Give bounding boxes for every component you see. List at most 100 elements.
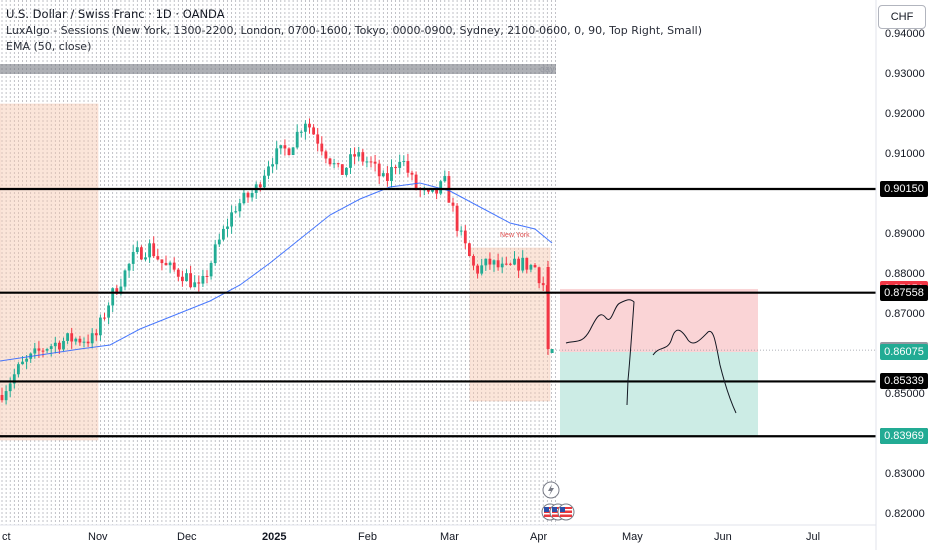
- price-tag[interactable]: 0.86075: [880, 344, 928, 360]
- price-tick-label: 0.85000: [885, 388, 925, 400]
- candle-body: [74, 338, 78, 342]
- candle-body: [299, 131, 303, 133]
- session-box: [469, 247, 551, 402]
- candle-body: [533, 264, 537, 268]
- candle-body: [369, 161, 373, 163]
- session-stripes: [0, 0, 556, 525]
- candle-body: [513, 258, 516, 265]
- candle-body: [291, 147, 295, 156]
- price-tag[interactable]: 0.85339: [880, 373, 928, 390]
- candle-body: [66, 333, 69, 341]
- candle-body: [135, 247, 139, 253]
- candle-body: [140, 247, 143, 260]
- indicator-sessions-label[interactable]: LuxAlgo - Sessions (New York, 1300-2200,…: [6, 24, 702, 37]
- candle-body: [279, 145, 283, 149]
- candle-body: [541, 283, 545, 286]
- us-flag-icon[interactable]: [557, 503, 575, 521]
- candle-body: [8, 383, 12, 392]
- candle-body: [45, 349, 49, 351]
- ema-line: [0, 182, 553, 362]
- price-tag[interactable]: 0.90150: [880, 181, 928, 197]
- candle-body: [131, 252, 135, 264]
- candle-body: [472, 255, 475, 266]
- candle-body: [496, 260, 500, 268]
- candle-body: [103, 317, 106, 319]
- candle-body: [353, 154, 356, 157]
- candle-body: [410, 172, 414, 175]
- candle-body: [127, 263, 131, 271]
- candle-body: [484, 258, 488, 266]
- candle-body: [488, 258, 492, 265]
- candle-body: [242, 192, 246, 204]
- candle-body: [181, 276, 184, 282]
- candle-body: [148, 243, 151, 258]
- candle-body: [263, 175, 266, 188]
- candle-body: [537, 267, 541, 284]
- price-tick-label: 0.92000: [885, 108, 925, 120]
- session-box: [0, 103, 99, 441]
- candle-body: [168, 262, 172, 266]
- candle-body: [156, 256, 160, 260]
- time-tick-label: Mar: [440, 531, 459, 543]
- us-flag-icon-stripe: [560, 513, 572, 515]
- candle-body: [287, 148, 291, 156]
- candle-body: [414, 174, 418, 189]
- candle-body: [90, 333, 94, 344]
- candle-body: [435, 189, 438, 194]
- candle-body: [164, 263, 168, 266]
- candle-body: [340, 164, 344, 175]
- symbol-title[interactable]: U.S. Dollar / Swiss Franc · 1D · OANDA: [6, 7, 225, 21]
- candle-body: [492, 260, 496, 265]
- candle-body: [176, 269, 180, 277]
- candle-body: [525, 257, 529, 270]
- candle-body: [41, 350, 45, 352]
- candle-body: [394, 167, 397, 169]
- us-flag-icon-stripes: [560, 507, 572, 517]
- candle-body: [275, 148, 279, 165]
- candle-body: [82, 341, 86, 343]
- time-tick-label: Dec: [177, 531, 197, 543]
- take-profit-zone: [560, 352, 758, 437]
- candle-body: [312, 127, 315, 135]
- candle-body: [328, 158, 332, 165]
- candle-body: [517, 258, 520, 271]
- freehand-drawing: [565, 299, 737, 414]
- candle-body: [509, 263, 512, 265]
- candle-body: [21, 361, 24, 365]
- candle-body: [439, 181, 443, 194]
- candle-body: [529, 264, 533, 270]
- candle-body: [357, 152, 361, 157]
- candle-body: [201, 275, 205, 284]
- price-tag[interactable]: 0.87558: [880, 284, 928, 301]
- candle-body: [160, 259, 164, 264]
- candle-body: [283, 145, 287, 149]
- event-icons: [541, 481, 575, 521]
- currency-button[interactable]: CHF: [878, 5, 926, 29]
- time-tick-label: Jun: [714, 531, 732, 543]
- price-tick-label: 0.94000: [885, 28, 925, 40]
- price-tick-label: 0.87000: [885, 308, 925, 320]
- candle-body: [25, 358, 28, 362]
- candle-body: [230, 212, 233, 227]
- candle-body: [33, 348, 37, 354]
- candle-body: [468, 243, 471, 256]
- candle-body: [402, 160, 406, 162]
- indicator-ema-label[interactable]: EMA (50, close): [6, 40, 92, 53]
- candle-body: [455, 205, 459, 231]
- lightning-icon[interactable]: [542, 481, 560, 499]
- candle-body: [332, 163, 336, 165]
- price-tick-label: 0.89000: [885, 228, 925, 240]
- candle-body: [361, 152, 365, 162]
- candle-body: [504, 263, 508, 265]
- candle-body: [209, 263, 213, 277]
- candle-body: [107, 305, 110, 318]
- price-tick-label: 0.88000: [885, 268, 925, 280]
- candle-body: [316, 134, 320, 144]
- candlesticks: [0, 118, 554, 405]
- candle-body: [197, 282, 201, 284]
- candle-body: [267, 166, 270, 176]
- price-tag[interactable]: 0.83969: [880, 428, 928, 445]
- candle-body: [258, 184, 262, 188]
- candle-body: [373, 161, 377, 164]
